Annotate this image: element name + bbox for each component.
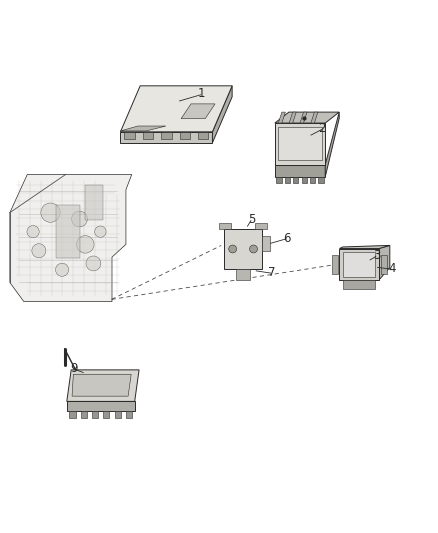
Polygon shape bbox=[180, 132, 190, 140]
Polygon shape bbox=[262, 236, 269, 251]
Circle shape bbox=[27, 225, 39, 238]
Polygon shape bbox=[67, 370, 139, 401]
Polygon shape bbox=[302, 177, 307, 183]
Polygon shape bbox=[10, 174, 132, 302]
Polygon shape bbox=[343, 280, 375, 289]
Polygon shape bbox=[275, 112, 339, 123]
Circle shape bbox=[71, 211, 87, 227]
Polygon shape bbox=[103, 411, 110, 418]
Polygon shape bbox=[120, 126, 166, 131]
Text: 3: 3 bbox=[373, 249, 380, 262]
Polygon shape bbox=[343, 252, 375, 277]
Circle shape bbox=[250, 245, 258, 253]
Polygon shape bbox=[115, 411, 121, 418]
Text: 4: 4 bbox=[388, 262, 396, 274]
Circle shape bbox=[86, 256, 101, 271]
Polygon shape bbox=[198, 132, 208, 140]
Circle shape bbox=[41, 203, 60, 222]
Polygon shape bbox=[379, 245, 390, 280]
Polygon shape bbox=[289, 112, 296, 123]
Polygon shape bbox=[339, 245, 390, 248]
Polygon shape bbox=[311, 112, 318, 123]
Polygon shape bbox=[237, 269, 250, 280]
Polygon shape bbox=[56, 205, 81, 258]
Polygon shape bbox=[92, 411, 98, 418]
Text: 9: 9 bbox=[71, 361, 78, 375]
Polygon shape bbox=[339, 248, 379, 280]
Polygon shape bbox=[120, 86, 232, 132]
Polygon shape bbox=[219, 223, 231, 229]
Polygon shape bbox=[126, 411, 132, 418]
Text: 1: 1 bbox=[198, 87, 205, 100]
Polygon shape bbox=[120, 132, 212, 143]
Text: 5: 5 bbox=[248, 213, 255, 226]
Polygon shape bbox=[255, 223, 267, 229]
Polygon shape bbox=[276, 177, 282, 183]
Circle shape bbox=[77, 236, 94, 253]
Polygon shape bbox=[69, 411, 75, 418]
Polygon shape bbox=[285, 177, 290, 183]
Polygon shape bbox=[275, 123, 325, 165]
Polygon shape bbox=[293, 177, 298, 183]
Text: 6: 6 bbox=[283, 231, 291, 245]
Polygon shape bbox=[318, 177, 324, 183]
Polygon shape bbox=[310, 177, 315, 183]
Polygon shape bbox=[124, 132, 135, 140]
Polygon shape bbox=[381, 255, 387, 274]
Circle shape bbox=[95, 226, 106, 237]
Polygon shape bbox=[225, 229, 262, 269]
Polygon shape bbox=[143, 132, 153, 140]
Polygon shape bbox=[181, 104, 215, 119]
Circle shape bbox=[56, 263, 69, 276]
Polygon shape bbox=[332, 255, 338, 274]
Polygon shape bbox=[161, 132, 172, 140]
Polygon shape bbox=[85, 185, 103, 220]
Polygon shape bbox=[81, 411, 87, 418]
Polygon shape bbox=[279, 126, 321, 160]
Polygon shape bbox=[300, 112, 307, 123]
Polygon shape bbox=[212, 86, 232, 143]
Polygon shape bbox=[279, 112, 286, 123]
Circle shape bbox=[229, 245, 237, 253]
Text: 2: 2 bbox=[318, 122, 326, 135]
Text: 7: 7 bbox=[268, 265, 276, 279]
Polygon shape bbox=[325, 112, 339, 177]
Polygon shape bbox=[275, 165, 325, 177]
Polygon shape bbox=[67, 401, 135, 411]
Polygon shape bbox=[72, 374, 131, 396]
Circle shape bbox=[32, 244, 46, 258]
